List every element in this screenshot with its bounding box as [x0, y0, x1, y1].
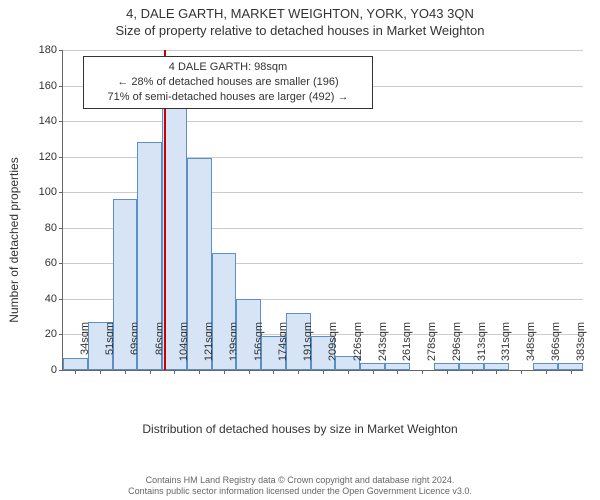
ytick-label: 40 — [45, 293, 63, 305]
xtick-label: 261sqm — [401, 322, 413, 374]
annotation-line: 4 DALE GARTH: 98sqm — [90, 60, 366, 75]
gridline — [63, 50, 583, 51]
footer-line-2: Contains public sector information licen… — [0, 486, 600, 498]
xtick-mark — [273, 370, 274, 374]
xtick-mark — [447, 370, 448, 374]
xtick-mark — [150, 370, 151, 374]
xtick-mark — [298, 370, 299, 374]
xtick-mark — [224, 370, 225, 374]
ytick-label: 80 — [45, 222, 63, 234]
annotation-line: 71% of semi-detached houses are larger (… — [90, 90, 366, 105]
page-title: 4, DALE GARTH, MARKET WEIGHTON, YORK, YO… — [0, 0, 600, 21]
xtick-mark — [521, 370, 522, 374]
annotation-box: 4 DALE GARTH: 98sqm← 28% of detached hou… — [83, 56, 373, 109]
xtick-mark — [546, 370, 547, 374]
chart-container: Number of detached properties 0204060801… — [0, 40, 600, 440]
ytick-label: 0 — [51, 364, 63, 376]
plot-area: 02040608010012014016018034sqm51sqm69sqm8… — [62, 50, 583, 371]
annotation-line: ← 28% of detached houses are smaller (19… — [90, 75, 366, 90]
xtick-mark — [125, 370, 126, 374]
xtick-mark — [75, 370, 76, 374]
ytick-label: 140 — [39, 115, 63, 127]
ytick-label: 100 — [39, 186, 63, 198]
xtick-mark — [496, 370, 497, 374]
xtick-mark — [174, 370, 175, 374]
xtick-mark — [472, 370, 473, 374]
y-axis-label: Number of detached properties — [7, 157, 21, 322]
xtick-mark — [373, 370, 374, 374]
ytick-label: 60 — [45, 257, 63, 269]
footer-attribution: Contains HM Land Registry data © Crown c… — [0, 475, 600, 498]
xtick-label: 383sqm — [575, 322, 587, 374]
xtick-mark — [422, 370, 423, 374]
xtick-mark — [323, 370, 324, 374]
footer-line-1: Contains HM Land Registry data © Crown c… — [0, 475, 600, 487]
xtick-mark — [397, 370, 398, 374]
xtick-mark — [249, 370, 250, 374]
page-subtitle: Size of property relative to detached ho… — [0, 21, 600, 38]
ytick-label: 20 — [45, 328, 63, 340]
xtick-mark — [199, 370, 200, 374]
gridline — [63, 121, 583, 122]
ytick-label: 120 — [39, 151, 63, 163]
xtick-label: 331sqm — [500, 322, 512, 374]
xtick-mark — [571, 370, 572, 374]
x-axis-label: Distribution of detached houses by size … — [0, 422, 600, 436]
xtick-mark — [100, 370, 101, 374]
ytick-label: 160 — [39, 80, 63, 92]
xtick-mark — [348, 370, 349, 374]
ytick-label: 180 — [39, 44, 63, 56]
